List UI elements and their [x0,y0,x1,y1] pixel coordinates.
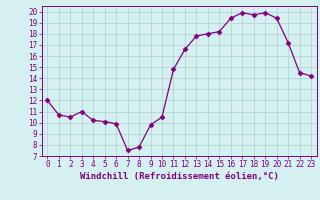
X-axis label: Windchill (Refroidissement éolien,°C): Windchill (Refroidissement éolien,°C) [80,172,279,181]
